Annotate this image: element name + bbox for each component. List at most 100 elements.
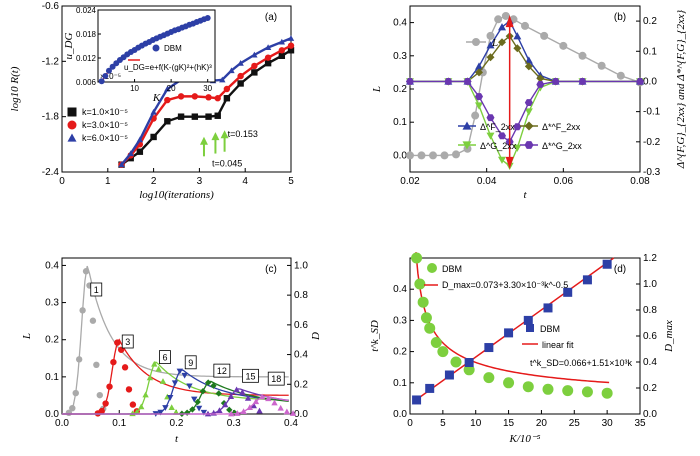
c-ytick-label: 0.4	[45, 260, 59, 271]
c2-ytick-label: 0.4	[294, 350, 308, 361]
d-dmax-point	[437, 346, 449, 358]
d-dmax-point	[424, 322, 436, 334]
a-ytick-label: -1.8	[42, 112, 60, 123]
c-xtick-label: 0.4	[284, 418, 298, 429]
c-curve-label: 15	[245, 371, 255, 381]
c-curve-label: 9	[188, 358, 193, 368]
d-panel-label: (d)	[614, 264, 626, 275]
b-series-point	[440, 151, 449, 160]
a-legend-marker	[67, 120, 77, 130]
b-xtick-label: 0.06	[554, 176, 574, 187]
a-series-point	[237, 80, 244, 87]
d2-ytick-label: 0.6	[643, 331, 657, 342]
c-label-box	[159, 350, 171, 365]
c-point	[121, 364, 129, 371]
c-curve-label: 6	[162, 353, 167, 363]
a-xtick-label: 3	[197, 176, 203, 187]
d-dmax-point	[522, 381, 534, 393]
d-dmax-point	[411, 252, 423, 264]
a-series-point	[278, 38, 286, 45]
c-curve-label: 12	[217, 366, 227, 376]
c-panel-label: (c)	[265, 264, 277, 275]
d-xtick-label: 20	[536, 418, 548, 429]
b2-ytick-label: -0.2	[643, 137, 661, 148]
a-series-point	[219, 76, 226, 83]
b-series-point	[463, 77, 472, 85]
c-point	[215, 390, 222, 397]
a-xtick-label: 5	[288, 176, 294, 187]
c-label-box	[184, 355, 197, 370]
d-dmax-point	[562, 385, 574, 397]
inset-point	[204, 15, 211, 21]
d-xtick-label: 15	[503, 418, 515, 429]
c-point	[227, 393, 235, 399]
d-dmax-point	[414, 278, 426, 290]
inset-xtick-label: 30	[203, 84, 212, 93]
c-point	[146, 374, 154, 381]
c-point	[102, 400, 109, 407]
b-legend-label: L	[491, 37, 498, 49]
b-legend-label: Δ^G_2xx	[480, 141, 517, 151]
a-series-point	[191, 113, 199, 120]
a-series-point	[136, 136, 144, 143]
b-ytick-label: 0.4	[393, 18, 407, 29]
b-series-point	[417, 151, 426, 160]
b-series-line-2	[410, 35, 640, 83]
b-legend-marker	[462, 141, 472, 150]
b-series-point	[452, 150, 460, 159]
d-dmax-point	[420, 312, 432, 324]
a-annotation: t=0.153	[228, 129, 258, 139]
a-series-point	[118, 161, 125, 168]
c-ytick-label: 0.0	[45, 409, 59, 420]
b2-ytick-label: -0.1	[643, 107, 661, 118]
d2-ytick-label: 0.8	[643, 305, 657, 316]
c-point	[277, 404, 284, 411]
a-series-point	[164, 85, 171, 92]
c-point	[168, 404, 175, 410]
c-point	[189, 406, 196, 413]
d-dmax-point	[450, 356, 462, 368]
b-series-point	[475, 62, 483, 70]
b-xtick-label: 0.02	[400, 176, 420, 187]
c2-ytick-label: 1.0	[294, 260, 308, 271]
c-point	[194, 398, 201, 406]
b2-ytick-label: 0.0	[643, 76, 657, 87]
d-dmax-point	[417, 296, 429, 308]
c-point	[228, 410, 235, 417]
c-point	[106, 383, 113, 390]
c-label-box	[242, 368, 259, 383]
b-ylabel-right: Δ^{F,G}_{2xx} and Δ*^{F,G}_{2xx}	[675, 9, 687, 169]
inset-ytick-label: 0.012	[76, 54, 97, 63]
d-dmax-point	[483, 372, 495, 384]
panel-c: 0.0 0.1 0.2 0.3 0.40.00.10.20.30.40.00.20.40…	[21, 257, 322, 445]
c-label-box	[267, 371, 285, 386]
b-series-point	[475, 102, 483, 110]
d-tsd-point	[504, 328, 514, 338]
c-label-box	[121, 334, 134, 349]
a-ytick-label: -0.6	[42, 1, 60, 12]
c-point	[171, 380, 179, 387]
d-xlabel: K/10⁻⁵	[508, 433, 540, 445]
c-curve-label: 3	[125, 337, 130, 347]
panel-b: 0.02 0.04 0.06 0.08 0.0 0.1 0.2 0.3 0.4 -0.3 -0.2 -…	[371, 5, 687, 201]
d-legend-marker	[427, 263, 437, 273]
c-point	[289, 410, 297, 416]
d-xtick-label: 5	[440, 418, 446, 429]
b-series-point	[486, 114, 495, 122]
b-xtick-label: 0.04	[477, 176, 497, 187]
d-tsd-point	[412, 395, 422, 405]
a-series-point	[177, 113, 185, 120]
c-point	[252, 398, 260, 405]
b-series-point	[486, 132, 495, 140]
b-series-point	[559, 41, 568, 50]
a-series-point	[191, 93, 199, 100]
c-xlabel: t	[175, 433, 179, 445]
c-ylabel-right: D	[310, 332, 322, 341]
inset-ytick-label: 0.006	[76, 78, 97, 87]
d-dmax-point	[581, 386, 593, 398]
c-point	[167, 395, 174, 401]
b-series-point	[513, 144, 522, 152]
inset-point	[109, 63, 116, 70]
b-series-point	[406, 151, 414, 160]
